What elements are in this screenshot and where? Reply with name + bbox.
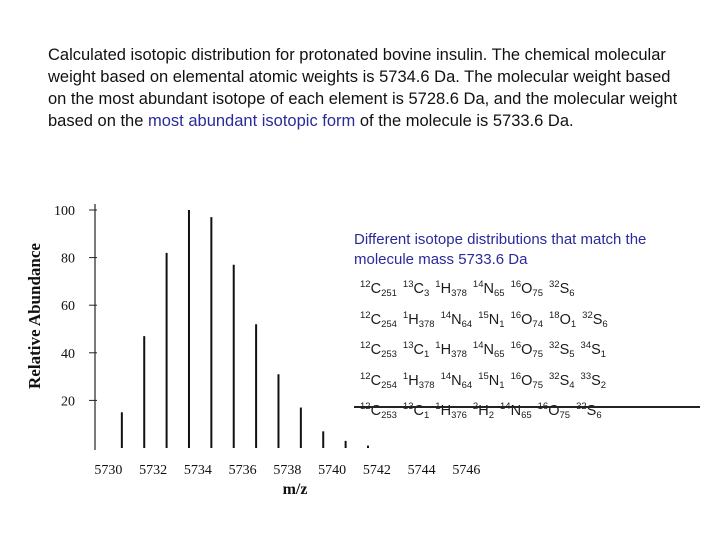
y-tick-label: 20 [61, 394, 75, 409]
formula-list: 12C25113C31H37814N6516O7532S6 12C2541H378… [360, 274, 702, 427]
isotope-term: 32S5 [549, 340, 575, 360]
x-axis-label: m/z [283, 481, 308, 498]
x-tick-label: 5730 [94, 463, 122, 478]
caption-highlight: most abundant isotopic form [148, 112, 356, 130]
formula-row: 12C2541H37814N6415N116O74 18O132S6 [360, 305, 702, 336]
isotope-term: 12C254 [360, 370, 397, 391]
y-axis-label: Relative Abundance [25, 243, 44, 389]
x-tick-label: 5744 [408, 463, 436, 478]
isotope-formula-panel: Different isotope distributions that mat… [352, 226, 702, 421]
isotope-term: 14N64 [440, 309, 473, 330]
isotope-term: 1H378 [435, 279, 467, 299]
caption-text-part2: of the molecule is 5733.6 Da. [355, 112, 574, 130]
x-tick-label: 5736 [229, 463, 257, 478]
isotope-term: 32S6 [582, 309, 608, 330]
isotope-term: 33S2 [580, 370, 607, 391]
x-tick-label: 5742 [363, 463, 391, 478]
isotope-term: 12C253 [360, 340, 397, 360]
formula-row: 12C25313C11H37814N6516O75 32S534S1 [360, 335, 702, 366]
formula-row: 12C25113C31H37814N6516O75 32S6 [360, 274, 702, 305]
isotope-term: 13C1 [402, 340, 430, 360]
isotope-term: 16O75 [510, 340, 543, 360]
isotope-term: 15N1 [478, 370, 505, 391]
x-tick-label: 5740 [318, 463, 346, 478]
isotope-term: 1H378 [402, 370, 435, 391]
y-tick-label: 100 [54, 204, 75, 219]
y-tick-label: 40 [61, 347, 75, 362]
isotope-term: 13C3 [402, 279, 430, 299]
formula-row: 12C2541H37814N6415N116O75 32S433S2 [360, 366, 702, 397]
isotope-term: 1H378 [435, 340, 467, 360]
y-tick-label: 60 [61, 299, 75, 314]
isotope-term: 12C254 [360, 309, 397, 330]
figure-caption: Calculated isotopic distribution for pro… [48, 44, 688, 132]
x-tick-label: 5746 [452, 463, 480, 478]
x-tick-label: 5738 [273, 463, 301, 478]
isotope-term: 16O74 [510, 309, 543, 330]
x-tick-label: 5734 [184, 463, 212, 478]
isotope-term: 32S6 [549, 279, 575, 299]
formula-panel-underline [354, 406, 700, 408]
isotope-term: 1H378 [402, 309, 435, 330]
isotope-term: 14N64 [440, 370, 473, 391]
isotope-term: 14N65 [472, 340, 505, 360]
isotope-term: 16O75 [510, 279, 543, 299]
formula-row: 12C25313C11H3762H214N6516O7532S6 [360, 396, 702, 427]
isotope-term: 14N65 [472, 279, 505, 299]
caption-text-part1: Calculated isotopic distribution for pro… [48, 46, 678, 130]
y-tick-label: 80 [61, 252, 75, 267]
formula-panel-title: Different isotope distributions that mat… [354, 231, 647, 268]
isotope-term: 18O1 [549, 309, 577, 330]
isotope-term: 34S1 [580, 340, 607, 360]
isotope-term: 16O75 [510, 370, 543, 391]
isotope-term: 12C251 [360, 279, 397, 299]
x-tick-label: 5732 [139, 463, 167, 478]
isotope-term: 15N1 [478, 309, 505, 330]
isotope-term: 32S4 [549, 370, 575, 391]
